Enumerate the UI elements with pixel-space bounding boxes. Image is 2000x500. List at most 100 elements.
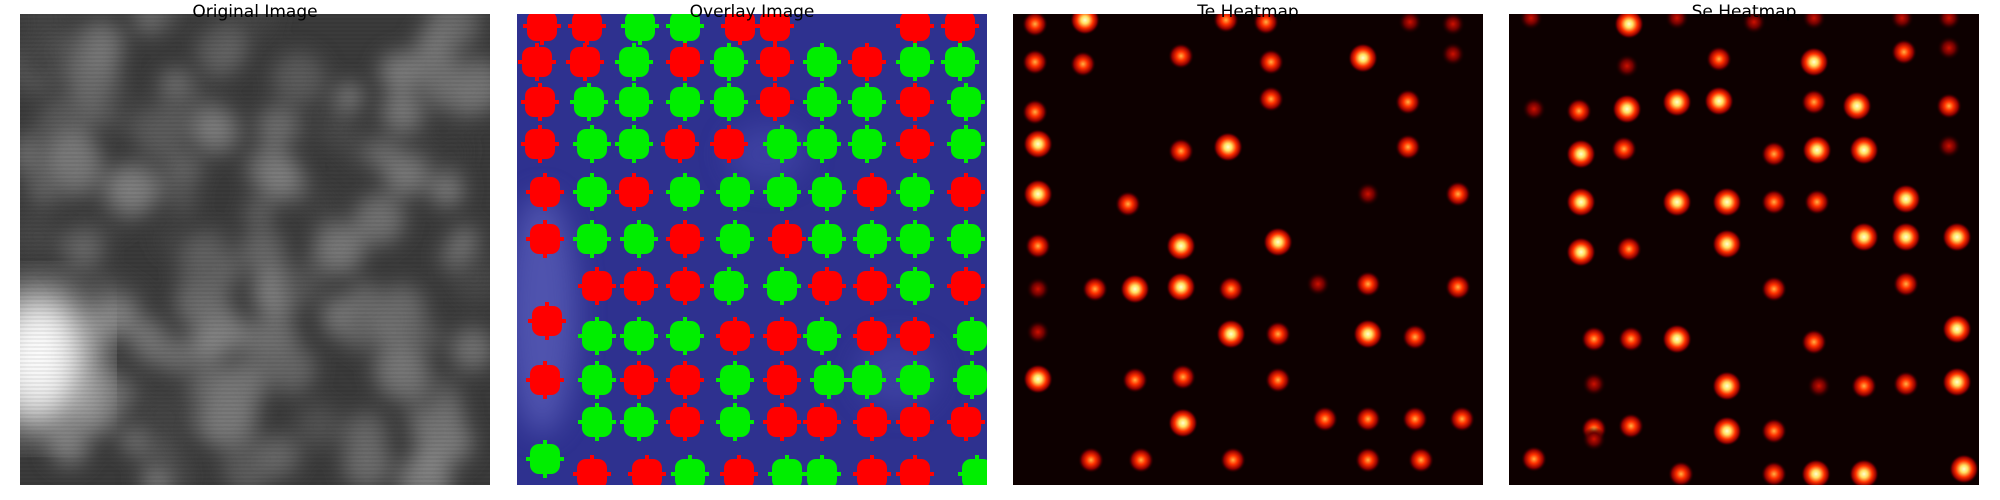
green-marker: [803, 43, 841, 81]
heatmap-spot: [1348, 43, 1378, 73]
te-heatmap-title: Te Heatmap: [1197, 2, 1299, 22]
green-marker: [573, 220, 611, 258]
red-marker: [615, 173, 653, 211]
red-marker: [716, 317, 754, 355]
heatmap-spot: [1662, 87, 1692, 117]
heatmap-spot: [1942, 314, 1972, 344]
se-heatmap: [1509, 14, 1979, 485]
green-marker: [716, 220, 754, 258]
heatmap-spot: [1022, 49, 1048, 75]
heatmap-spot: [1712, 187, 1742, 217]
green-marker: [848, 361, 886, 399]
heatmap-spot: [1312, 406, 1338, 432]
heatmap-spot: [1936, 93, 1962, 119]
green-marker: [947, 83, 985, 121]
red-marker: [947, 267, 985, 305]
heatmap-spot: [1566, 237, 1596, 267]
red-marker: [566, 43, 604, 81]
red-marker: [896, 403, 934, 441]
green-marker: [570, 83, 608, 121]
heatmap-spot: [1168, 138, 1194, 164]
red-marker: [853, 267, 891, 305]
green-marker: [620, 317, 658, 355]
heatmap-spot: [1026, 277, 1050, 301]
green-marker: [896, 267, 934, 305]
green-marker: [716, 173, 754, 211]
heatmap-spot: [1668, 461, 1694, 485]
heatmap-spot: [1441, 14, 1465, 36]
original-image-title: Original Image: [192, 2, 318, 22]
heatmap-spot: [1115, 191, 1141, 217]
red-marker: [666, 403, 704, 441]
heatmap-spot: [1070, 14, 1100, 35]
heatmap-spot: [1849, 135, 1879, 165]
red-marker: [666, 361, 704, 399]
heatmap-spot: [1890, 14, 1914, 30]
heatmap-spot: [1614, 14, 1644, 39]
green-marker: [526, 440, 564, 478]
heatmap-spot: [1213, 14, 1239, 33]
heatmap-spot: [1213, 132, 1243, 162]
heatmap-spot: [1761, 189, 1787, 215]
green-marker: [953, 317, 987, 355]
heatmap-spot: [1801, 89, 1827, 115]
heatmap-spot: [1263, 227, 1293, 257]
green-marker: [573, 125, 611, 163]
heatmap-spot: [1170, 364, 1196, 390]
red-marker: [896, 14, 934, 45]
red-marker: [568, 14, 606, 45]
heatmap-spot: [1761, 276, 1787, 302]
green-marker: [710, 267, 748, 305]
red-marker: [853, 403, 891, 441]
green-marker: [578, 317, 616, 355]
heatmap-spot: [1618, 326, 1644, 352]
heatmap-spot: [1258, 86, 1284, 112]
green-marker: [947, 125, 985, 163]
red-marker: [526, 361, 564, 399]
green-marker: [666, 83, 704, 121]
green-marker: [578, 403, 616, 441]
heatmap-spot: [1802, 14, 1826, 30]
red-marker: [756, 83, 794, 121]
heatmap-spot: [1616, 236, 1642, 262]
green-marker: [808, 220, 846, 258]
heatmap-spot: [1618, 413, 1644, 439]
red-marker: [848, 43, 886, 81]
heatmap-spot: [1761, 141, 1787, 167]
heatmap-spot: [1265, 367, 1291, 393]
green-marker: [953, 361, 987, 399]
heatmap-spot: [1582, 372, 1606, 396]
heatmap-spot: [1937, 14, 1961, 30]
heatmap-spot: [1166, 272, 1196, 302]
green-marker: [671, 455, 709, 485]
green-marker: [573, 173, 611, 211]
red-marker: [721, 14, 759, 45]
heatmap-spot: [1851, 373, 1877, 399]
heatmap-spot: [1761, 418, 1787, 444]
green-marker: [896, 220, 934, 258]
heatmap-spot: [1258, 49, 1284, 75]
heatmap-spot: [1942, 222, 1972, 252]
heatmap-spot: [1082, 276, 1108, 302]
red-marker: [666, 220, 704, 258]
heatmap-spot: [1522, 97, 1546, 121]
heatmap-spot: [1022, 14, 1048, 37]
heatmap-spot: [1712, 229, 1742, 259]
heatmap-spot: [1023, 129, 1053, 159]
heatmap-spot: [1253, 14, 1279, 35]
red-marker: [661, 125, 699, 163]
red-marker: [763, 317, 801, 355]
heatmap-spot: [1023, 364, 1053, 394]
red-marker: [808, 267, 846, 305]
heatmap-spot: [1804, 189, 1830, 215]
red-marker: [523, 14, 561, 45]
heatmap-spot: [1353, 319, 1383, 349]
red-marker: [521, 83, 559, 121]
green-marker: [803, 317, 841, 355]
red-marker: [526, 173, 564, 211]
heatmap-spot: [1395, 89, 1421, 115]
heatmap-spot: [1566, 139, 1596, 169]
green-marker: [578, 361, 616, 399]
heatmap-spot: [1942, 367, 1972, 397]
heatmap-spot: [1402, 406, 1428, 432]
